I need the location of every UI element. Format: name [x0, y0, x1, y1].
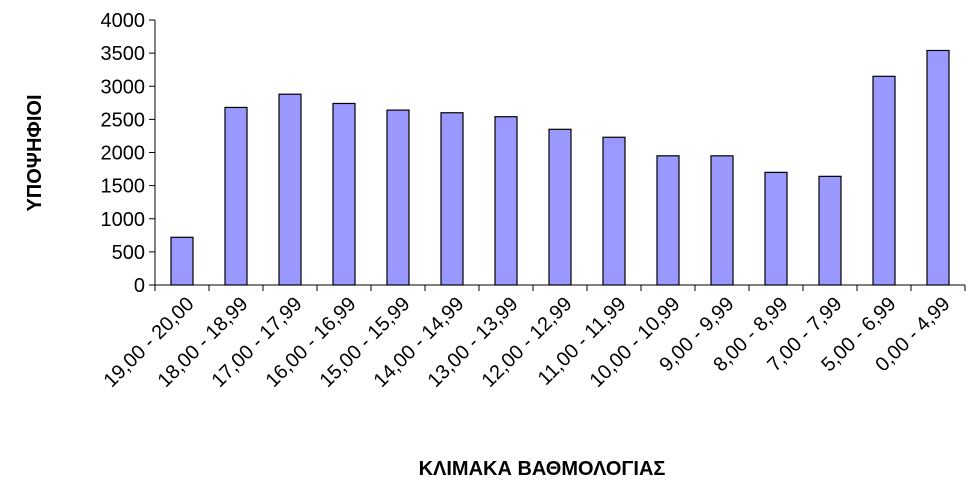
y-tick-label: 500 [112, 242, 145, 264]
y-tick-label: 0 [134, 275, 145, 297]
bar [656, 155, 680, 286]
bar [440, 112, 464, 286]
y-axis-title: ΥΠΟΨΗΦΙΟΙ [24, 94, 46, 211]
y-tick-label: 2500 [101, 109, 146, 131]
bar [170, 236, 194, 286]
x-axis-title: ΚΛΙΜΑΚΑ ΒΑΘΜΟΛΟΓΙΑΣ [419, 458, 666, 480]
bar [764, 171, 788, 286]
bar [494, 116, 518, 286]
bar [548, 128, 572, 286]
bar [710, 155, 734, 286]
y-tick-label: 4000 [101, 10, 146, 32]
bar [872, 75, 896, 286]
y-tick-label: 1500 [101, 176, 146, 198]
bar [386, 109, 410, 286]
bars [170, 49, 950, 286]
bar [278, 93, 302, 286]
y-tick-label: 3000 [101, 76, 146, 98]
bar [224, 106, 248, 286]
bar [818, 175, 842, 286]
bar [332, 102, 356, 286]
y-tick-label: 1000 [101, 209, 146, 231]
y-tick-label: 2000 [101, 143, 146, 165]
bar [926, 49, 950, 286]
y-tick-label: 3500 [101, 43, 146, 65]
bar [602, 136, 626, 286]
y-axis: 0 500 1000 1500 2000 2500 3000 3500 4000 [101, 10, 156, 297]
